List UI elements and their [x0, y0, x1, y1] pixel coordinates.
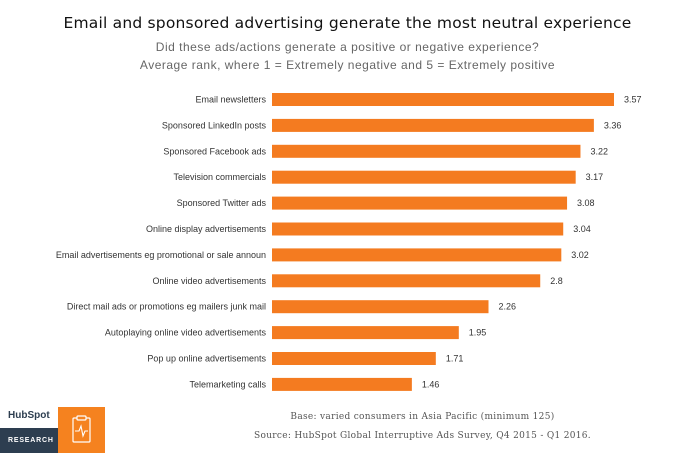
value-label: 1.46 — [422, 379, 440, 389]
bar — [272, 93, 614, 106]
category-label: Direct mail ads or promotions eg mailers… — [67, 302, 266, 312]
bar — [272, 300, 489, 314]
value-label: 2.8 — [550, 276, 563, 286]
bar — [272, 196, 568, 210]
category-label: Sponsored Twitter ads — [177, 198, 267, 208]
category-label: Email advertisements eg promotional or s… — [56, 250, 266, 260]
value-label: 3.08 — [577, 198, 595, 208]
bar — [272, 170, 576, 184]
research-label: RESEARCH — [8, 437, 54, 444]
value-label: 3.17 — [586, 172, 604, 182]
category-label: Email newsletters — [195, 95, 266, 105]
category-label: Online video advertisements — [152, 276, 266, 286]
bar — [272, 118, 594, 132]
bar — [272, 352, 436, 365]
chart-title: Email and sponsored advertising generate… — [63, 14, 632, 32]
category-label: Online display advertisements — [146, 224, 267, 234]
category-label: Autoplaying online video advertisements — [105, 328, 267, 338]
value-label: 2.26 — [499, 302, 517, 312]
value-label: 3.36 — [604, 120, 622, 130]
category-label: Sponsored Facebook ads — [163, 146, 266, 156]
bar — [272, 274, 541, 288]
research-banner — [0, 428, 58, 453]
bar — [272, 377, 412, 391]
category-label: Sponsored LinkedIn posts — [162, 120, 267, 130]
bar — [272, 222, 564, 236]
chart-subtitle-scale: Average rank, where 1 = Extremely negati… — [139, 58, 556, 72]
value-label: 3.22 — [590, 146, 608, 156]
category-label: Television commercials — [173, 172, 266, 182]
footer-base: Base: varied consumers in Asia Pacific (… — [290, 412, 555, 422]
chart-subtitle: Did these ads/actions generate a positiv… — [155, 40, 540, 54]
bar — [272, 248, 562, 262]
value-label: 3.57 — [624, 95, 642, 105]
category-label: Telemarketing calls — [189, 379, 266, 389]
category-label: Pop up online advertisements — [147, 354, 266, 364]
value-label: 1.95 — [469, 328, 487, 338]
value-label: 3.02 — [571, 250, 589, 260]
clipboard-pulse-icon — [58, 407, 105, 453]
bar — [272, 326, 459, 340]
bar-chart: Email newsletters 3.57 Sponsored LinkedIn … — [56, 93, 642, 391]
hubspot-logo: HubSpot — [8, 410, 50, 421]
footer-source: Source: HubSpot Global Interruptive Ads … — [254, 431, 591, 441]
value-label: 1.71 — [446, 354, 464, 364]
bar — [272, 144, 581, 158]
value-label: 3.04 — [573, 224, 591, 234]
